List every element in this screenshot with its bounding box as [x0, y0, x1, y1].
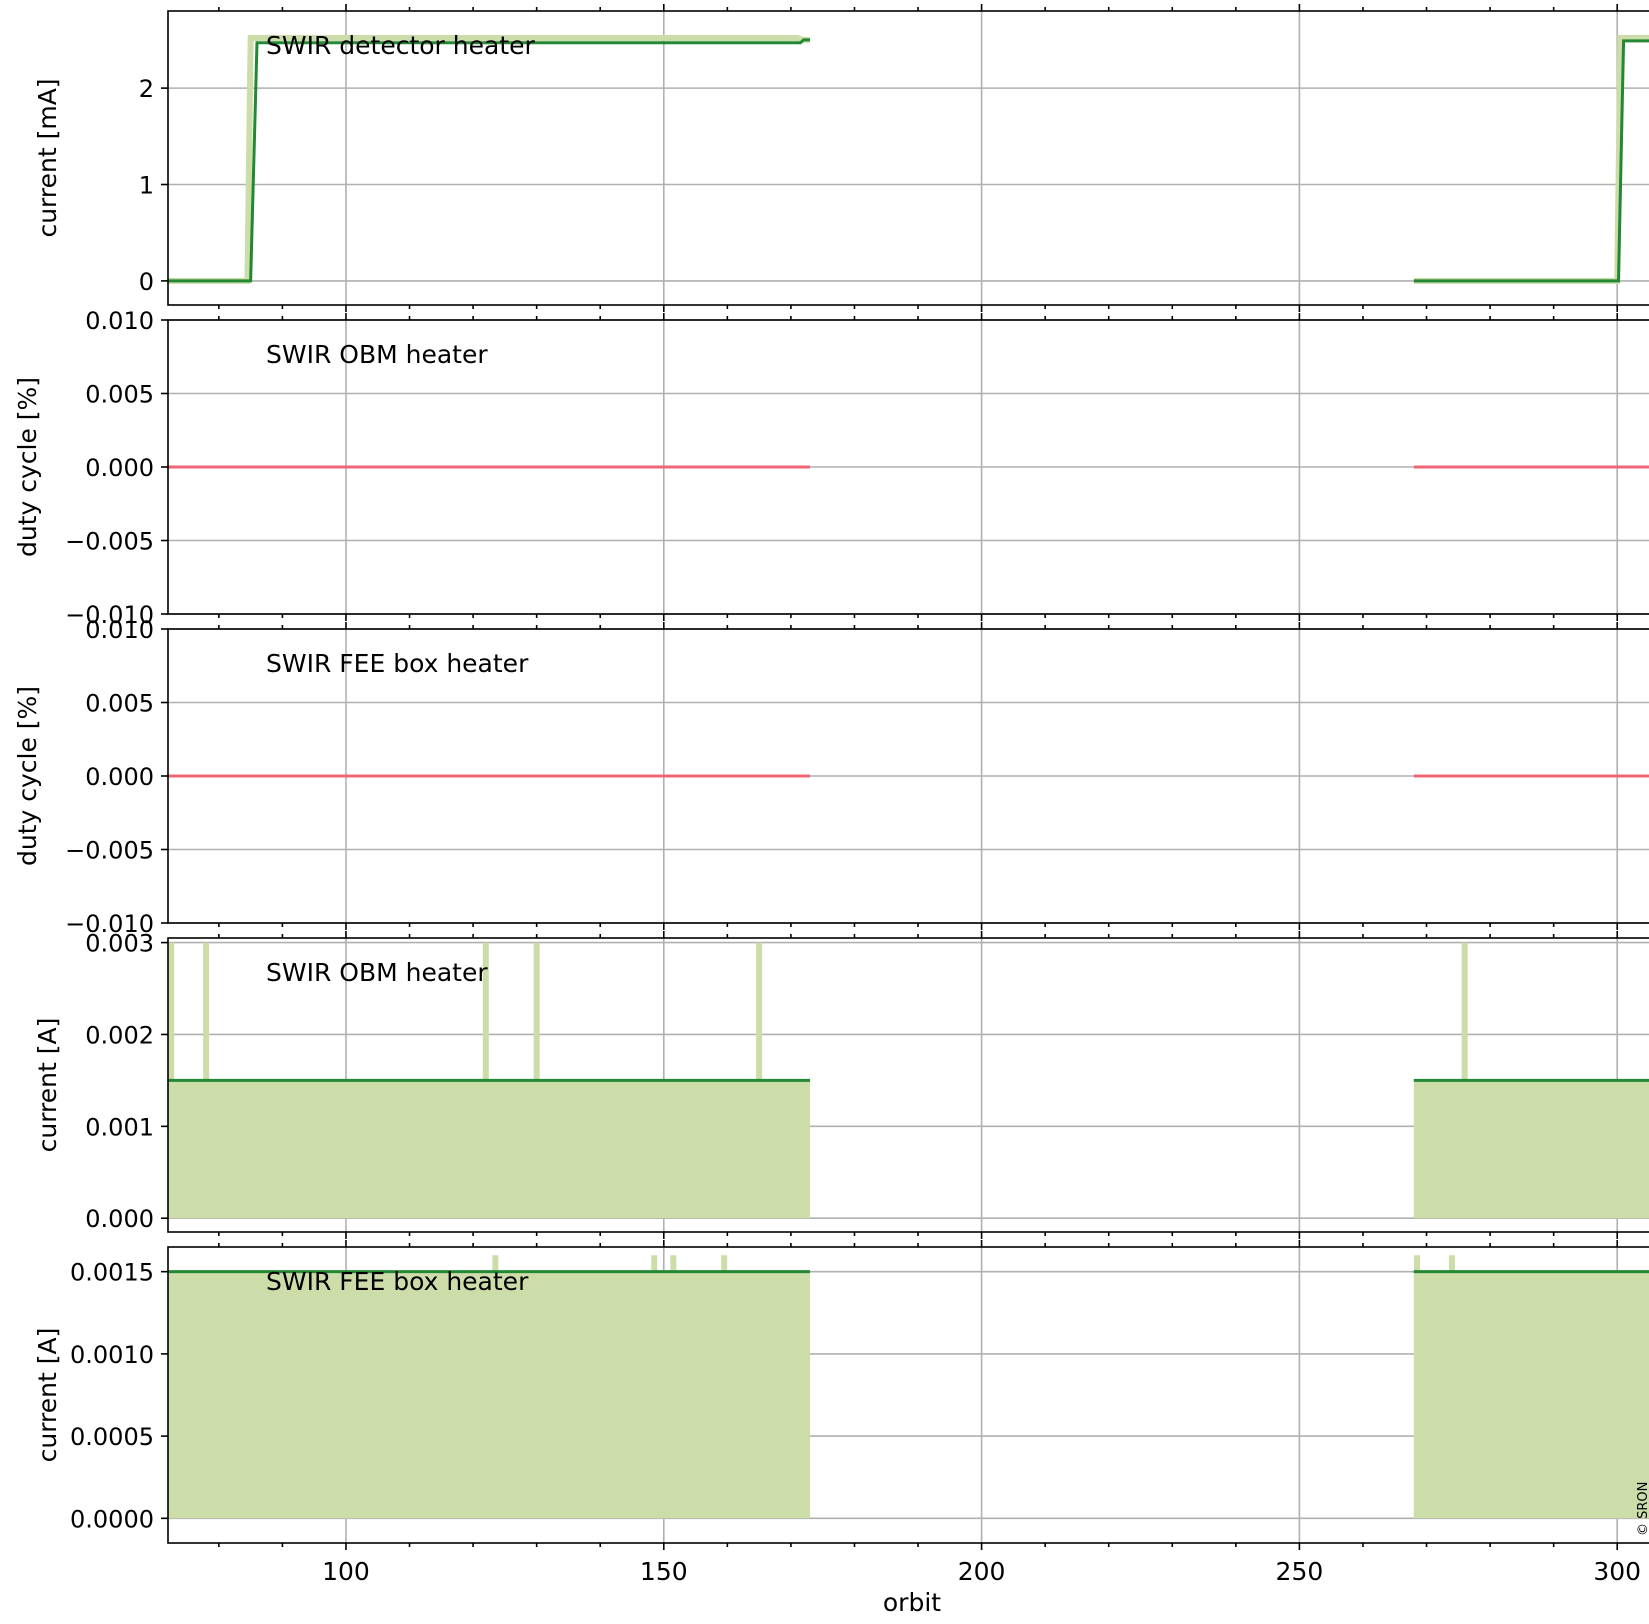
series-line-1: [168, 38, 810, 283]
y-tick-label: 0.001: [85, 1113, 154, 1141]
subplot-1: 0 1 2 current [mA] SWIR detector heater: [33, 4, 1649, 312]
x-axis-label: orbit: [883, 1588, 941, 1617]
subplot-4: 0.000 0.001 0.002 0.003 current [A] SWIR OBM …: [33, 930, 1649, 1239]
x-axis: 100 150 200 250 300: [322, 1557, 1641, 1586]
x-ticks: [218, 931, 1619, 1239]
x-tick-label: 100: [322, 1557, 370, 1586]
x-tick-label: 300: [1593, 1557, 1641, 1586]
series-group: [168, 1255, 1649, 1519]
x-tick-label: 150: [640, 1557, 688, 1586]
area-fill-1: [168, 1271, 810, 1519]
y-tick-label: 0.010: [85, 616, 154, 644]
y-tick-label: −0.010: [65, 910, 154, 938]
copyright-note: © SRON: [1636, 1482, 1649, 1536]
y-tick-label: 0.0010: [70, 1341, 154, 1369]
panel-annotation: SWIR FEE box heater: [266, 1267, 529, 1296]
y-tick-label: 0.0000: [70, 1505, 154, 1533]
y-tick-label: 0.010: [85, 307, 154, 335]
x-tick-label: 250: [1276, 1557, 1324, 1586]
panel-annotation: SWIR FEE box heater: [266, 649, 529, 678]
axes-frame: [167, 1246, 1649, 1544]
y-tick-label: 0.000: [85, 454, 154, 482]
y-tick-label: 0.0005: [70, 1423, 154, 1451]
x-ticks: [218, 313, 1619, 621]
area-fill-1: [168, 1080, 810, 1219]
y-axis-label: current [A]: [33, 1018, 62, 1153]
subplot-stack: 0 1 2 current [mA] SWIR detector heater −0.01…: [13, 4, 1649, 1550]
y-tick-label: −0.005: [65, 528, 154, 556]
y-tick-label: −0.010: [65, 601, 154, 629]
area-fill-2: [1413, 1080, 1649, 1219]
y-axis-label: current [mA]: [33, 78, 62, 237]
y-tick-label: 0: [139, 268, 154, 296]
panel-annotation: SWIR OBM heater: [266, 340, 488, 369]
y-axis-label: duty cycle [%]: [13, 686, 42, 866]
y-tick-label: 2: [139, 75, 154, 103]
x-tick-label: 200: [958, 1557, 1006, 1586]
panel-annotation: SWIR detector heater: [266, 31, 536, 60]
area-fill-2: [1413, 1271, 1649, 1519]
subplot-2: −0.010 −0.005 0.000 0.005 0.010 duty cycle [%…: [13, 307, 1649, 629]
axes-frame: [167, 10, 1649, 306]
y-tick-label: 0.000: [85, 763, 154, 791]
subplot-3: −0.010 −0.005 0.000 0.005 0.010 duty cycle [%…: [13, 616, 1649, 938]
y-axis-label: current [A]: [33, 1328, 62, 1463]
min-max-band-2: [1413, 34, 1649, 284]
y-tick-label: −0.005: [65, 837, 154, 865]
x-ticks: [218, 622, 1619, 930]
y-tick-label: 0.002: [85, 1021, 154, 1049]
axes-frame: [167, 937, 1649, 1233]
subplot-5: 0.0000 0.0005 0.0010 0.0015 current [A] SWIR …: [33, 1240, 1649, 1550]
y-tick-label: 0.005: [85, 690, 154, 718]
series-group: [168, 942, 1649, 1219]
y-axis-label: duty cycle [%]: [13, 377, 42, 557]
y-tick-label: 0.003: [85, 930, 154, 958]
x-ticks: [218, 4, 1619, 312]
x-ticks: [218, 1240, 1619, 1550]
min-max-band-1: [168, 34, 810, 284]
series-line-2: [1413, 39, 1649, 283]
y-tick-label: 0.005: [85, 381, 154, 409]
series-group: [168, 34, 1649, 284]
y-tick-label: 1: [139, 172, 154, 200]
panel-annotation: SWIR OBM heater: [266, 958, 488, 987]
y-tick-label: 0.0015: [70, 1259, 154, 1287]
y-tick-label: 0.000: [85, 1205, 154, 1233]
